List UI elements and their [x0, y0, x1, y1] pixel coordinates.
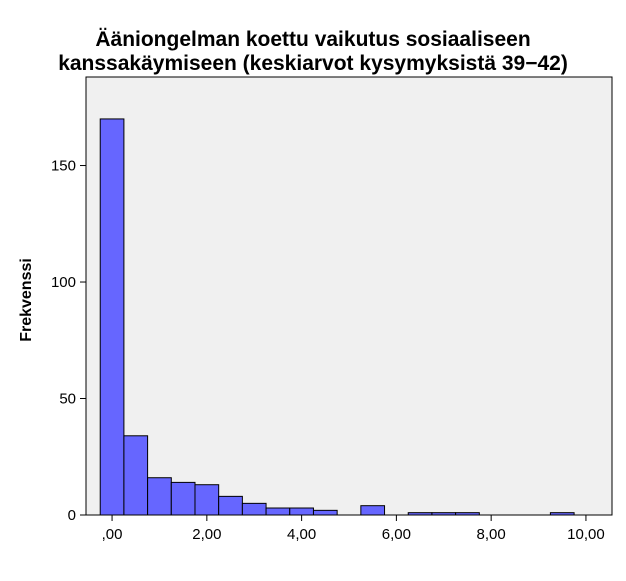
x-tick-label: 4,00: [287, 526, 316, 543]
histogram-bar: [289, 507, 314, 516]
histogram-bar: [147, 477, 172, 516]
y-tick-label: 50: [59, 391, 76, 408]
x-axis: ,00 2,00 4,00 6,00 8,00 10,00: [86, 514, 612, 543]
y-tick-label: 150: [51, 158, 76, 175]
y-axis-label: Frekvenssi: [18, 258, 35, 342]
histogram-bar: [360, 505, 386, 516]
histogram-bar: [241, 502, 267, 516]
histogram-bar: [194, 484, 220, 516]
x-tick-label: ,00: [102, 526, 123, 543]
x-tick-label: 2,00: [192, 526, 221, 543]
y-axis: 0 50 100 150: [51, 77, 87, 524]
x-tick-label: 6,00: [382, 526, 411, 543]
x-tick-label: 10,00: [567, 526, 605, 543]
y-tick-label: 100: [51, 274, 76, 291]
x-tick-label: 8,00: [477, 526, 506, 543]
histogram-bar: [218, 495, 243, 516]
histogram-bar: [99, 118, 125, 516]
y-tick-label: 0: [68, 507, 76, 524]
chart-title-line-2: kanssakäymiseen (keskiarvot kysymyksistä…: [58, 52, 568, 75]
histogram-bar: [123, 435, 149, 516]
chart-title-line-1: Ääniongelman koettu vaikutus sosiaalisee…: [95, 28, 531, 51]
histogram-bar: [312, 509, 338, 516]
plot-area: [85, 76, 613, 516]
histogram-bar: [170, 481, 196, 516]
histogram-bar: [265, 507, 291, 516]
